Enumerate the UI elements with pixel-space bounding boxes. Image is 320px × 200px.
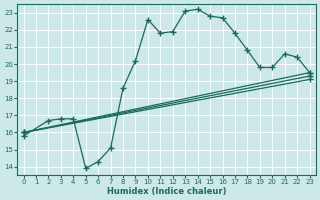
X-axis label: Humidex (Indice chaleur): Humidex (Indice chaleur) bbox=[107, 187, 226, 196]
